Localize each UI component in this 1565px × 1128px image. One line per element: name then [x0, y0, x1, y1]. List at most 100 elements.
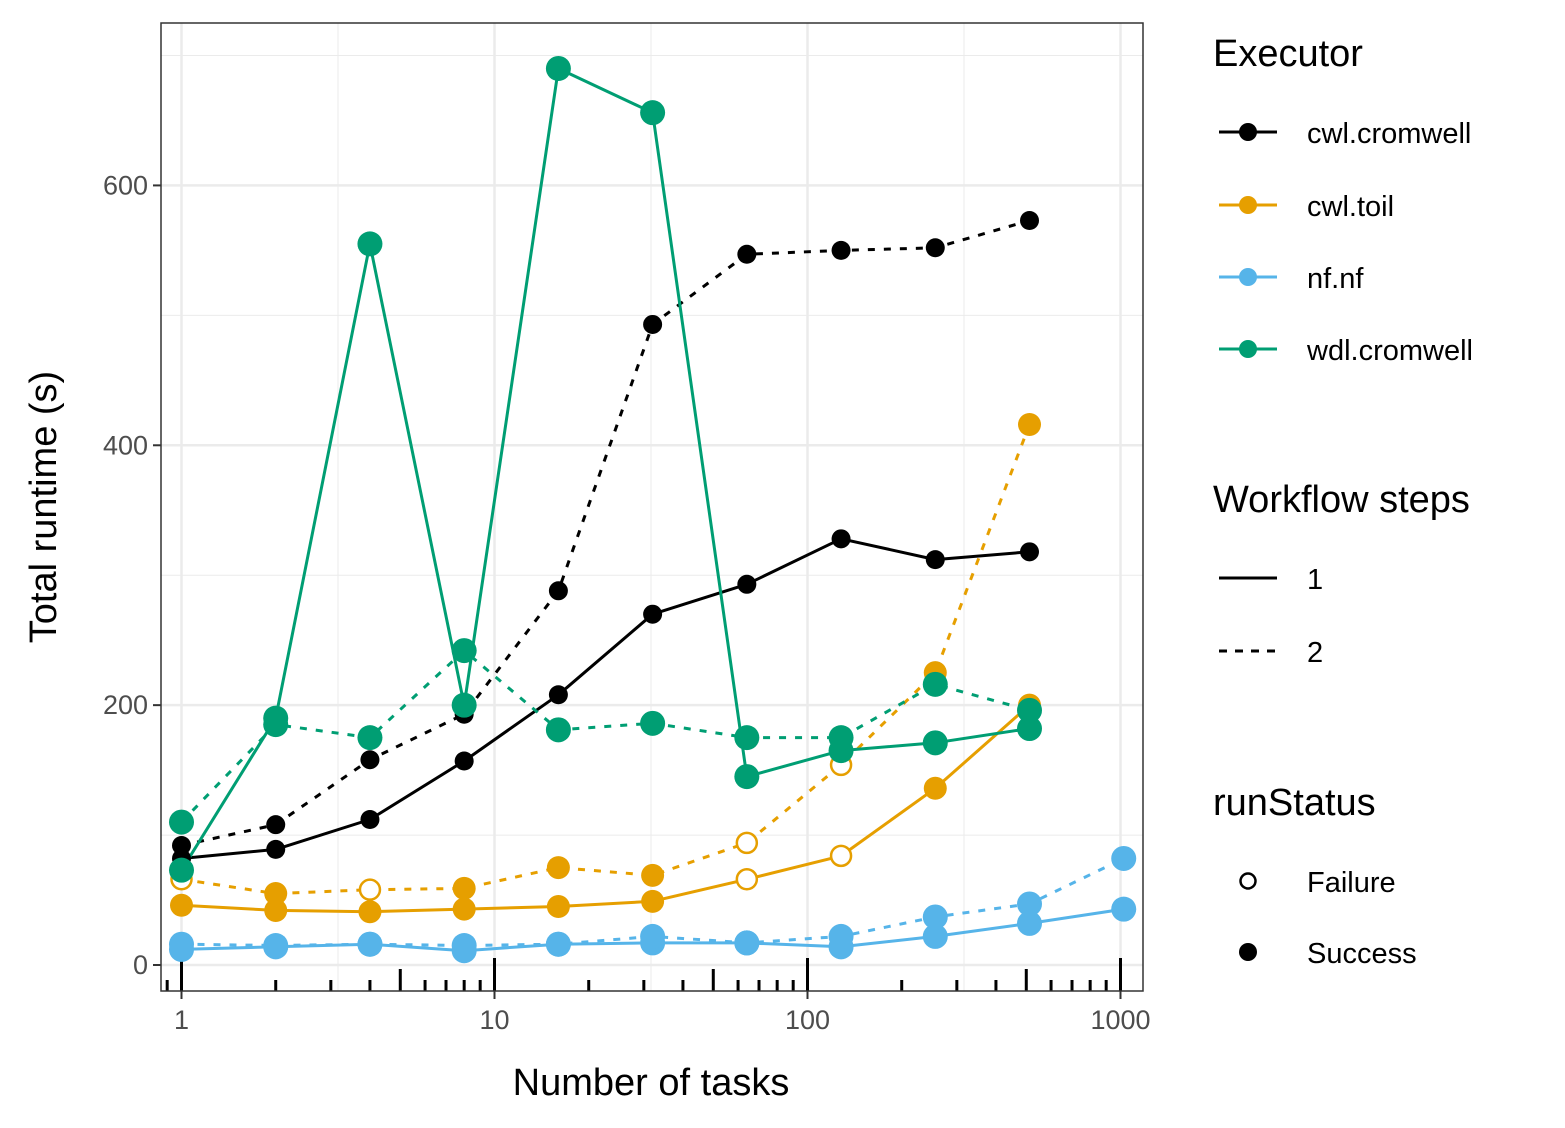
data-point-cwl-toil-steps-1 [170, 893, 194, 917]
legend-status-key-failure: Failure [1239, 867, 1396, 899]
series-line-cwl-cromwell-steps-2 [181, 219, 1030, 847]
legend-key-point [1239, 268, 1257, 286]
data-point-cwl-cromwell-steps-2 [360, 750, 380, 770]
y-tick-label: 200 [103, 690, 148, 720]
data-point-cwl-toil-steps-2 [1018, 412, 1042, 436]
data-point-wdl-cromwell-steps-1 [922, 730, 948, 756]
x-tick-label: 10 [479, 1005, 509, 1035]
data-point-cwl-cromwell-steps-2 [266, 815, 286, 835]
legend-steps-label-1: 1 [1307, 564, 1323, 596]
data-point-nf-nf-steps-2 [828, 923, 854, 949]
data-point-wdl-cromwell-steps-1 [640, 100, 666, 126]
x-tick-label: 1 [174, 1005, 189, 1035]
data-point-cwl-toil-steps-1-failure [735, 868, 759, 891]
legend-steps-key-2: 2 [1219, 637, 1323, 669]
data-point-cwl-cromwell-steps-2 [643, 314, 663, 334]
data-point-cwl-cromwell-steps-1 [643, 604, 663, 624]
data-point-cwl-cromwell-steps-1 [925, 550, 945, 570]
y-tick-label: 600 [103, 170, 148, 200]
data-point-wdl-cromwell-steps-2 [1017, 697, 1043, 723]
data-point-cwl-cromwell-steps-1 [737, 574, 757, 594]
data-point-cwl-cromwell-steps-1 [831, 529, 851, 549]
y-axis-title: Total runtime (s) [23, 371, 65, 643]
data-point-wdl-cromwell-steps-2 [545, 717, 571, 743]
series-line-cwl-cromwell-steps-1 [181, 537, 1030, 860]
data-point-nf-nf-steps-1 [922, 923, 948, 949]
series-line-cwl-toil-steps-1 [181, 703, 1031, 914]
data-point-cwl-cromwell-steps-2 [548, 581, 568, 601]
data-point-cwl-cromwell-steps-1 [548, 685, 568, 705]
x-axis-title: Number of tasks [513, 1062, 790, 1104]
legend-title-executor: Executor [1213, 33, 1363, 75]
legend-executor-key: cwl.cromwell [1219, 118, 1471, 150]
data-point-cwl-toil-steps-2 [264, 882, 288, 906]
legend-executor-label: wdl.cromwell [1306, 335, 1473, 367]
data-point-nf-nf-steps-1 [1111, 896, 1137, 922]
data-point-cwl-toil-steps-2 [641, 863, 665, 887]
data-point-cwl-toil-steps-1 [546, 895, 570, 919]
legend-key-point [1239, 123, 1257, 141]
data-point-cwl-toil-steps-1 [452, 897, 476, 921]
data-point-wdl-cromwell-steps-1 [169, 857, 195, 883]
legend-executor-label: nf.nf [1307, 263, 1364, 295]
data-point-cwl-cromwell-steps-1 [360, 809, 380, 829]
data-point-nf-nf-steps-2 [357, 931, 383, 957]
data-point-nf-nf-steps-2 [169, 931, 195, 957]
y-tick-label: 400 [103, 430, 148, 460]
data-point-nf-nf-steps-2 [922, 904, 948, 930]
data-point-nf-nf-steps-2 [545, 931, 571, 957]
axes: 0 200 400 600 1 10 100 1000 [103, 170, 1151, 1035]
legend-key-point [1239, 196, 1257, 214]
data-point-wdl-cromwell-steps-2 [734, 725, 760, 751]
legend-title-steps: Workflow steps [1213, 479, 1470, 521]
legend-executor-key: cwl.toil [1219, 191, 1394, 223]
data-point-nf-nf-steps-2 [1111, 845, 1137, 871]
data-point-nf-nf-steps-2 [734, 930, 760, 956]
grid-lines [161, 23, 1143, 991]
data-point-nf-nf-steps-2 [640, 923, 666, 949]
legend-key-point [1239, 340, 1257, 358]
legend-status-label-failure: Failure [1307, 867, 1396, 899]
data-point-cwl-cromwell-steps-2 [172, 835, 192, 855]
data-point-cwl-cromwell-steps-2 [925, 238, 945, 258]
x-tick-label: 100 [785, 1005, 830, 1035]
series-lines [180, 67, 1125, 953]
legend-status-key-success: Success [1239, 938, 1417, 970]
data-point-wdl-cromwell-steps-2 [640, 710, 666, 736]
data-point-cwl-cromwell-steps-1 [1020, 542, 1040, 562]
data-point-cwl-toil-steps-2-failure [735, 831, 759, 855]
data-point-cwl-cromwell-steps-2 [737, 244, 757, 264]
data-point-cwl-toil-steps-1-failure [829, 844, 853, 868]
legend-steps-label-2: 2 [1307, 637, 1323, 669]
data-point-wdl-cromwell-steps-1 [1017, 716, 1043, 742]
data-point-cwl-toil-steps-1 [358, 900, 382, 924]
data-point-cwl-cromwell-steps-2 [1020, 210, 1040, 230]
data-point-wdl-cromwell-steps-2 [357, 725, 383, 751]
legend-success-filled-circle [1239, 943, 1257, 961]
data-point-cwl-toil-steps-2 [546, 856, 570, 880]
data-point-cwl-toil-steps-1 [641, 889, 665, 913]
legend-title-status: runStatus [1213, 782, 1376, 824]
data-point-cwl-cromwell-steps-1 [454, 751, 474, 771]
data-point-wdl-cromwell-steps-1 [734, 764, 760, 790]
series-line-wdl-cromwell-steps-2 [180, 649, 1030, 824]
legend-executor-label: cwl.toil [1307, 191, 1394, 223]
data-point-nf-nf-steps-1 [1017, 910, 1043, 936]
legend-steps-key-1: 1 [1219, 564, 1323, 596]
legend-executor-label: cwl.cromwell [1307, 118, 1471, 150]
data-point-cwl-toil-steps-1 [923, 776, 947, 800]
data-point-cwl-cromwell-steps-1 [266, 839, 286, 859]
data-point-wdl-cromwell-steps-2 [922, 671, 948, 697]
data-point-cwl-toil-steps-2-failure [358, 878, 382, 901]
plot-panel-border [160, 22, 1144, 992]
data-point-nf-nf-steps-2 [263, 933, 289, 959]
plot-panel-background [161, 23, 1143, 991]
legend-executor-key: wdl.cromwell [1219, 335, 1473, 367]
series-line-nf-nf-steps-2 [181, 857, 1125, 947]
data-point-nf-nf-steps-2 [451, 933, 477, 959]
legend-failure-open-circle [1239, 872, 1257, 890]
data-point-wdl-cromwell-steps-2 [451, 638, 477, 664]
data-point-wdl-cromwell-steps-2 [169, 809, 195, 835]
data-point-wdl-cromwell-steps-2 [263, 712, 289, 738]
